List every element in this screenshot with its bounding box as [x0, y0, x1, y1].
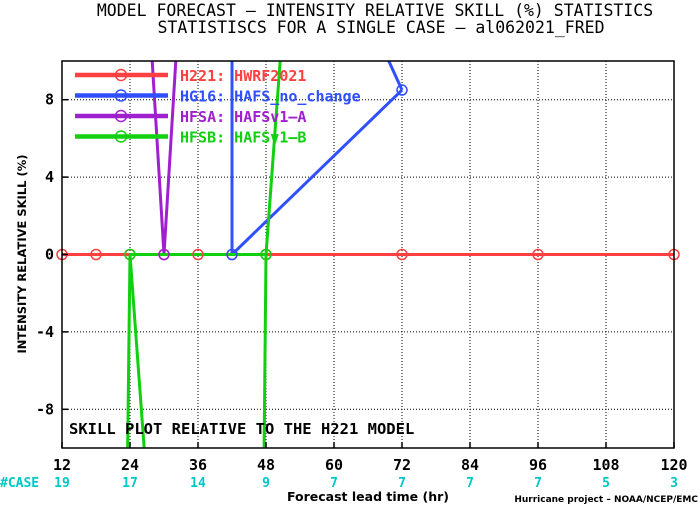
legend-label: HFSB: HAFSv1–B [180, 129, 306, 147]
annotation-text: SKILL PLOT RELATIVE TO THE H221 MODEL [69, 420, 414, 438]
legend-swatch-marker [114, 130, 128, 143]
case-count: 19 [54, 476, 70, 491]
x-tick-label: 108 [592, 456, 619, 474]
case-count: 3 [670, 476, 678, 491]
case-count: 17 [122, 476, 138, 491]
case-count: 5 [602, 476, 610, 491]
series-line [126, 254, 132, 448]
legend-item: HFSB: HAFSv1–B [75, 129, 306, 147]
data-point [226, 248, 238, 261]
x-tick-label: 24 [121, 456, 139, 474]
chart-title: MODEL FORECAST – INTENSITY RELATIVE SKIL… [97, 1, 653, 20]
series-line [128, 254, 146, 448]
data-point [124, 248, 136, 261]
y-tick-label: -4 [36, 323, 54, 341]
case-label: #CASE [0, 476, 39, 491]
series-line [162, 61, 178, 255]
case-count: 7 [466, 476, 474, 491]
data-point [260, 248, 272, 261]
x-tick-label: 60 [325, 456, 343, 474]
x-tick-label: 36 [189, 456, 207, 474]
x-tick-label: 72 [393, 456, 411, 474]
case-count: 7 [398, 476, 406, 491]
x-tick-label: 48 [257, 456, 275, 474]
data-point [532, 248, 544, 261]
x-tick-label: 120 [660, 456, 687, 474]
case-count: 7 [330, 476, 338, 491]
x-axis-ticks: 12 24 36 48 60 72 84 96 108 120 [53, 442, 688, 474]
case-counts: 19 17 14 9 7 7 7 7 5 3 [54, 476, 678, 491]
legend-label: HG16: HAFS_no_change [180, 88, 361, 106]
legend-item: H221: HWRF2021 [75, 67, 306, 85]
case-count: 9 [262, 476, 270, 491]
y-axis-label: INTENSITY RELATIVE SKILL (%) [15, 154, 29, 353]
y-tick-label: 8 [45, 91, 54, 109]
data-point [192, 248, 204, 261]
y-tick-label: 0 [45, 246, 54, 264]
x-axis-label: Forecast lead time (hr) [287, 489, 449, 504]
x-tick-label: 12 [53, 456, 71, 474]
y-axis-ticks: -8 -4 0 4 8 [36, 91, 68, 418]
legend-item: HFSA: HAFSv1–A [75, 108, 306, 126]
legend-swatch-marker [114, 89, 128, 102]
credit-text: Hurricane project – NOAA/NCEP/EMC [514, 495, 698, 505]
legend-swatch-marker [114, 68, 128, 82]
legend: H221: HWRF2021 HG16: HAFS_no_change HFSA: … [75, 67, 361, 147]
case-count: 14 [190, 476, 206, 491]
series-line [387, 61, 404, 91]
markers-layer [56, 84, 680, 261]
data-point [90, 248, 102, 261]
legend-item: HG16: HAFS_no_change [75, 88, 361, 106]
legend-label: HFSA: HAFSv1–A [180, 108, 306, 126]
data-point [396, 84, 408, 96]
series-line [262, 254, 268, 448]
series-hfsb [126, 61, 282, 448]
series-line [230, 88, 404, 256]
legend-swatch-marker [114, 109, 128, 123]
series-hg16 [230, 61, 404, 256]
legend-label: H221: HWRF2021 [180, 67, 306, 85]
data-point [158, 248, 170, 261]
x-tick-label: 96 [529, 456, 547, 474]
series-line [264, 61, 282, 255]
data-point [396, 248, 408, 261]
y-tick-label: -8 [36, 400, 54, 418]
y-tick-label: 4 [45, 168, 54, 186]
x-tick-label: 84 [461, 456, 479, 474]
chart-subtitle: STATISTISCS FOR A SINGLE CASE – al062021… [157, 18, 604, 37]
case-count: 7 [534, 476, 542, 491]
